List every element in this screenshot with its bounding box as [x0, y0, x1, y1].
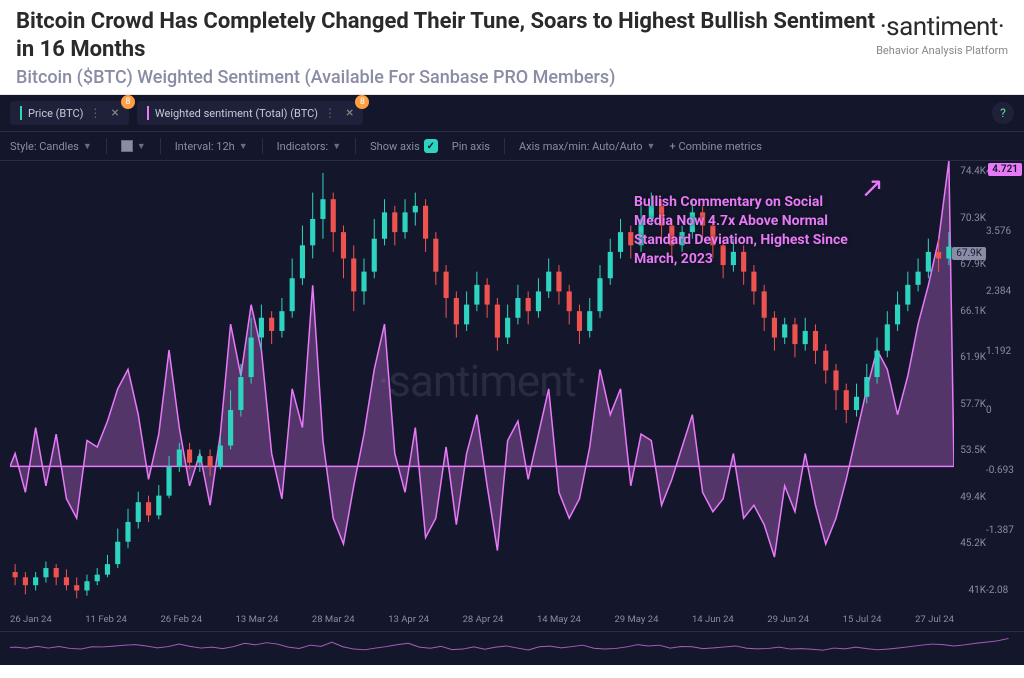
- arrow-icon: ↗: [861, 171, 884, 204]
- minimap[interactable]: [0, 631, 1024, 663]
- page-title: Bitcoin Crowd Has Completely Changed The…: [16, 8, 876, 63]
- chart-area[interactable]: ·santiment· Bullish Commentary on Social…: [0, 161, 1024, 631]
- pin-axis-toggle[interactable]: Pin axis: [452, 140, 490, 153]
- close-icon[interactable]: ×: [346, 105, 353, 121]
- brand-logo: ·santiment·: [876, 12, 1008, 42]
- combine-metrics-button[interactable]: + Combine metrics: [669, 140, 761, 153]
- interval-selector[interactable]: Interval: 12h ▼: [175, 140, 248, 153]
- help-button[interactable]: ?: [992, 102, 1014, 124]
- badge: 8: [355, 95, 369, 109]
- style-selector[interactable]: Style: Candles ▼: [10, 140, 92, 153]
- fill-toggle[interactable]: ▼: [121, 140, 146, 152]
- current-sentiment-tag: 4.721: [988, 163, 1022, 176]
- indicators-selector[interactable]: Indicators: ▼: [277, 140, 341, 153]
- header-left: Bitcoin Crowd Has Completely Changed The…: [16, 8, 876, 88]
- close-icon[interactable]: ×: [111, 105, 118, 121]
- chart-shell: Price (BTC)⋮×8 Weighted sentiment (Total)…: [0, 95, 1024, 665]
- show-axis-toggle[interactable]: Show axis ✓: [370, 139, 438, 153]
- legend-item[interactable]: Price (BTC)⋮×8: [10, 101, 129, 125]
- current-price-tag: 67.9K: [952, 247, 986, 260]
- toolbar: Style: Candles ▼ ▼ Interval: 12h ▼ Indic…: [0, 132, 1024, 161]
- legend-bar: Price (BTC)⋮×8 Weighted sentiment (Total)…: [0, 95, 1024, 132]
- chart-annotation: Bullish Commentary on Social Media Now 4…: [634, 193, 864, 269]
- y-axis-sentiment: 4.7213.5762.3841.1920-0.693-1.387-2.08: [986, 161, 1022, 601]
- page-subtitle: Bitcoin ($BTC) Weighted Sentiment (Avail…: [16, 67, 876, 88]
- x-axis: 26 Jan 2411 Feb 2426 Feb 2413 Mar 2428 M…: [10, 614, 954, 625]
- brand-block: ·santiment· Behavior Analysis Platform: [876, 8, 1008, 57]
- axis-range-selector[interactable]: Axis max/min: Auto/Auto ▼: [519, 140, 655, 153]
- y-axis-price: 74.4K70.3K67.9K66.1K61.9K57.7K53.5K49.4K…: [954, 161, 986, 601]
- header: Bitcoin Crowd Has Completely Changed The…: [0, 0, 1024, 95]
- brand-tagline: Behavior Analysis Platform: [876, 44, 1008, 57]
- legend-item[interactable]: Weighted sentiment (Total) (BTC)⋮×8: [137, 101, 364, 125]
- badge: 8: [121, 95, 135, 109]
